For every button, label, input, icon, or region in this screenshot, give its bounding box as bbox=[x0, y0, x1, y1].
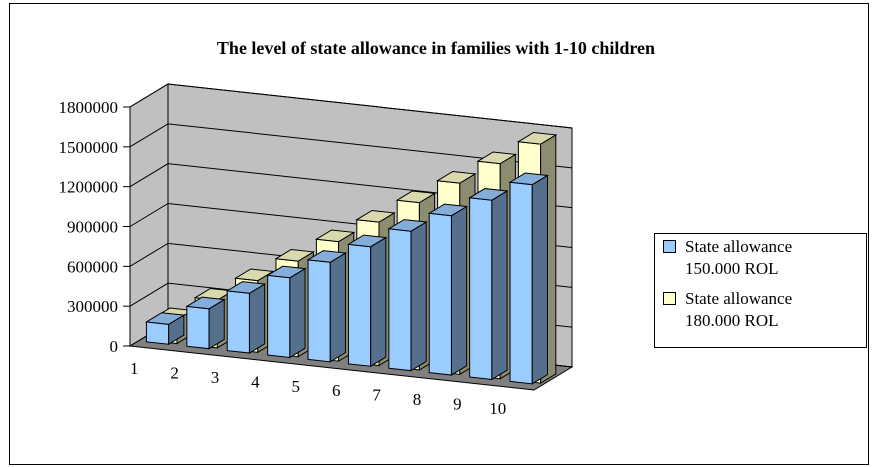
bar-1-3 bbox=[225, 281, 267, 354]
legend-label-series-1-line-1: State allowance bbox=[685, 237, 793, 256]
bar-1-9 bbox=[468, 188, 509, 381]
y-tick-label: 1200000 bbox=[59, 178, 119, 197]
legend-label-series-1-line-2: 150.000 ROL bbox=[685, 259, 779, 278]
y-tick-label: 300000 bbox=[67, 297, 118, 316]
legend: State allowance 150.000 ROL State allowa… bbox=[654, 233, 867, 348]
y-tick-label: 0 bbox=[110, 337, 119, 356]
legend-label-series-2-line-2: 180.000 ROL bbox=[685, 311, 779, 330]
bar-1-2 bbox=[185, 296, 226, 350]
y-tick-label: 600000 bbox=[67, 257, 118, 276]
x-tick-label: 3 bbox=[211, 368, 220, 387]
legend-item-series-1: State allowance 150.000 ROL bbox=[663, 236, 793, 280]
bar-1-8 bbox=[427, 203, 469, 376]
bar-1-4 bbox=[266, 265, 307, 359]
x-tick-label: 10 bbox=[489, 399, 506, 418]
x-tick-label: 7 bbox=[372, 386, 381, 405]
legend-label-series-2-line-1: State allowance bbox=[685, 289, 793, 308]
y-tick-label: 1500000 bbox=[59, 138, 119, 157]
y-tick-label: 900000 bbox=[67, 218, 118, 237]
y-tick-label: 1800000 bbox=[59, 98, 119, 117]
bar-1-6 bbox=[346, 234, 388, 368]
x-tick-label: 4 bbox=[251, 372, 260, 391]
x-tick-label: 5 bbox=[292, 377, 301, 396]
bar-1-10 bbox=[508, 172, 549, 385]
x-tick-label: 2 bbox=[170, 364, 179, 383]
gridline bbox=[129, 123, 573, 169]
x-tick-label: 6 bbox=[332, 381, 341, 400]
x-tick-label: 9 bbox=[453, 394, 462, 413]
legend-swatch-series-1 bbox=[663, 240, 676, 253]
legend-item-series-2: State allowance 180.000 ROL bbox=[663, 288, 793, 332]
x-tick-label: 8 bbox=[413, 390, 422, 409]
x-tick-label: 1 bbox=[130, 359, 139, 378]
legend-swatch-series-2 bbox=[663, 292, 676, 305]
chart-title: The level of state allowance in families… bbox=[216, 38, 656, 58]
bar-1-5 bbox=[306, 250, 347, 363]
bar-1-1 bbox=[144, 312, 186, 346]
bar-1-7 bbox=[387, 219, 428, 372]
gridline bbox=[129, 83, 573, 129]
